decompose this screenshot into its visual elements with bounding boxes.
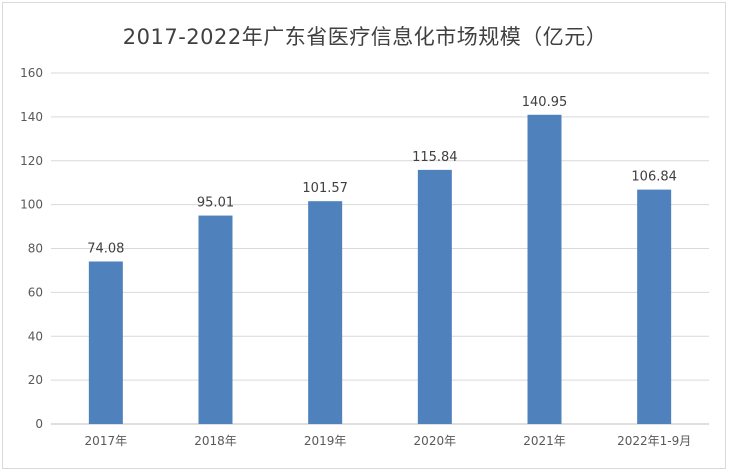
data-label: 95.01	[197, 196, 234, 211]
data-label: 115.84	[412, 150, 458, 165]
chart-frame: 2017-2022年广东省医疗信息化市场规模（亿元） 0 20 40 60 80 100 1…	[2, 2, 726, 469]
x-tick-label: 2018年	[194, 434, 237, 448]
data-label: 74.08	[87, 241, 124, 256]
bar	[308, 201, 343, 424]
x-tick-label: 2020年	[414, 434, 457, 448]
bar	[637, 189, 672, 424]
y-tick-label: 160	[20, 66, 43, 80]
bar	[198, 215, 233, 424]
y-tick-label: 20	[28, 373, 43, 387]
y-tick-label: 40	[28, 329, 43, 343]
y-tick-label: 80	[28, 242, 43, 256]
y-tick-label: 120	[20, 154, 43, 168]
x-tick-label: 2022年1-9月	[617, 434, 691, 448]
data-label: 101.57	[302, 181, 348, 196]
bar	[417, 169, 452, 424]
x-tick-label: 2021年	[523, 434, 566, 448]
bar	[527, 114, 562, 424]
y-tick-label: 140	[20, 110, 43, 124]
x-tick-label: 2019年	[304, 434, 347, 448]
y-tick-label: 60	[28, 285, 43, 299]
x-tick-label: 2017年	[85, 434, 128, 448]
bar	[88, 261, 123, 424]
chart-title: 2017-2022年广东省医疗信息化市场规模（亿元）	[122, 25, 608, 49]
bar-chart: 0 20 40 60 80 100 120 140 160 74.08 2017年 95.01 2018…	[20, 66, 709, 448]
data-label: 140.95	[522, 95, 568, 110]
data-label: 106.84	[631, 170, 677, 185]
y-tick-label: 100	[20, 198, 43, 212]
y-tick-label: 0	[35, 417, 43, 431]
